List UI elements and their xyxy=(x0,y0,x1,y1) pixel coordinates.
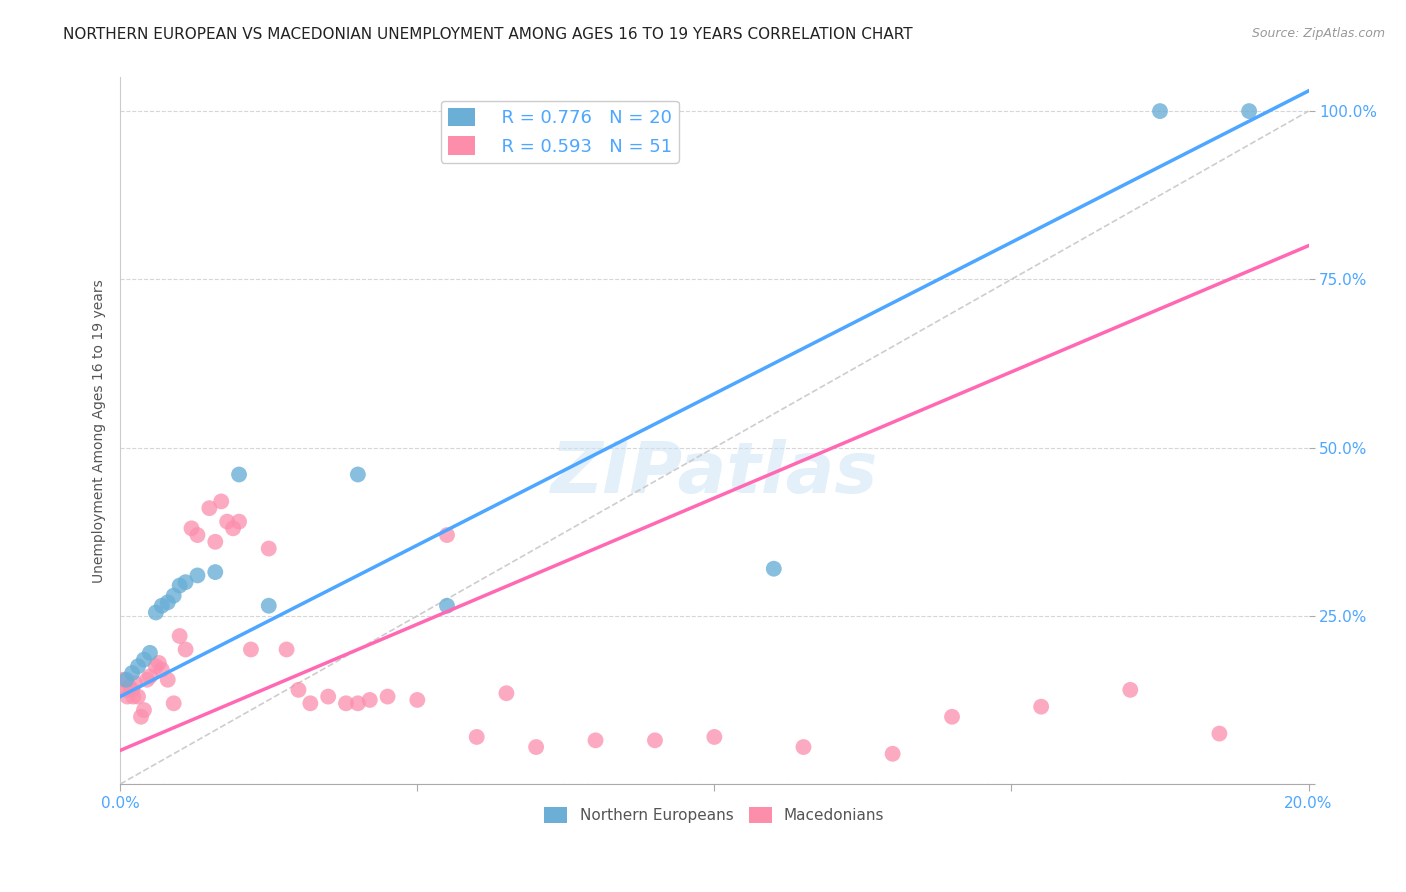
Point xyxy=(148,656,170,670)
Point xyxy=(406,693,429,707)
Point xyxy=(239,642,262,657)
Point xyxy=(495,686,517,700)
Point xyxy=(112,673,135,687)
Point xyxy=(299,696,322,710)
Point xyxy=(347,696,370,710)
Point xyxy=(217,515,239,529)
Point xyxy=(316,690,339,704)
Point xyxy=(136,673,159,687)
Point xyxy=(204,534,226,549)
Point xyxy=(150,599,173,613)
Point xyxy=(132,652,155,666)
Point xyxy=(204,565,226,579)
Point xyxy=(347,467,370,482)
Point xyxy=(198,501,221,516)
Point xyxy=(132,703,155,717)
Point xyxy=(1149,104,1171,119)
Point xyxy=(186,528,208,542)
Point xyxy=(585,733,607,747)
Point xyxy=(169,578,191,592)
Point xyxy=(762,562,785,576)
Point xyxy=(145,659,167,673)
Point xyxy=(174,575,197,590)
Point xyxy=(118,680,141,694)
Text: ZIPatlas: ZIPatlas xyxy=(551,439,879,508)
Point xyxy=(436,599,458,613)
Point xyxy=(287,682,309,697)
Point xyxy=(121,666,143,681)
Point xyxy=(228,515,250,529)
Point xyxy=(156,673,179,687)
Point xyxy=(524,740,547,755)
Point xyxy=(174,642,197,657)
Point xyxy=(139,646,162,660)
Point xyxy=(257,541,280,556)
Point xyxy=(121,682,143,697)
Point xyxy=(156,595,179,609)
Point xyxy=(150,663,173,677)
Point xyxy=(163,589,186,603)
Point xyxy=(228,467,250,482)
Point xyxy=(209,494,232,508)
Point xyxy=(127,690,149,704)
Point xyxy=(163,696,186,710)
Point xyxy=(1119,682,1142,697)
Point xyxy=(127,659,149,673)
Point xyxy=(941,710,963,724)
Text: NORTHERN EUROPEAN VS MACEDONIAN UNEMPLOYMENT AMONG AGES 16 TO 19 YEARS CORRELATI: NORTHERN EUROPEAN VS MACEDONIAN UNEMPLOY… xyxy=(63,27,912,42)
Point xyxy=(115,682,138,697)
Point xyxy=(465,730,488,744)
Point xyxy=(169,629,191,643)
Point xyxy=(276,642,298,657)
Point xyxy=(1031,699,1053,714)
Point xyxy=(377,690,399,704)
Point xyxy=(186,568,208,582)
Point xyxy=(882,747,904,761)
Point xyxy=(703,730,725,744)
Point xyxy=(1208,726,1230,740)
Point xyxy=(139,669,162,683)
Point xyxy=(129,710,152,724)
Point xyxy=(436,528,458,542)
Point xyxy=(115,673,138,687)
Point xyxy=(335,696,357,710)
Point xyxy=(359,693,381,707)
Point xyxy=(644,733,666,747)
Legend: Northern Europeans, Macedonians: Northern Europeans, Macedonians xyxy=(538,801,890,830)
Point xyxy=(180,521,202,535)
Point xyxy=(222,521,245,535)
Text: Source: ZipAtlas.com: Source: ZipAtlas.com xyxy=(1251,27,1385,40)
Point xyxy=(124,676,146,690)
Point xyxy=(257,599,280,613)
Point xyxy=(1237,104,1260,119)
Point xyxy=(145,606,167,620)
Y-axis label: Unemployment Among Ages 16 to 19 years: Unemployment Among Ages 16 to 19 years xyxy=(93,279,107,582)
Point xyxy=(792,740,814,755)
Point xyxy=(117,690,139,704)
Point xyxy=(122,690,145,704)
